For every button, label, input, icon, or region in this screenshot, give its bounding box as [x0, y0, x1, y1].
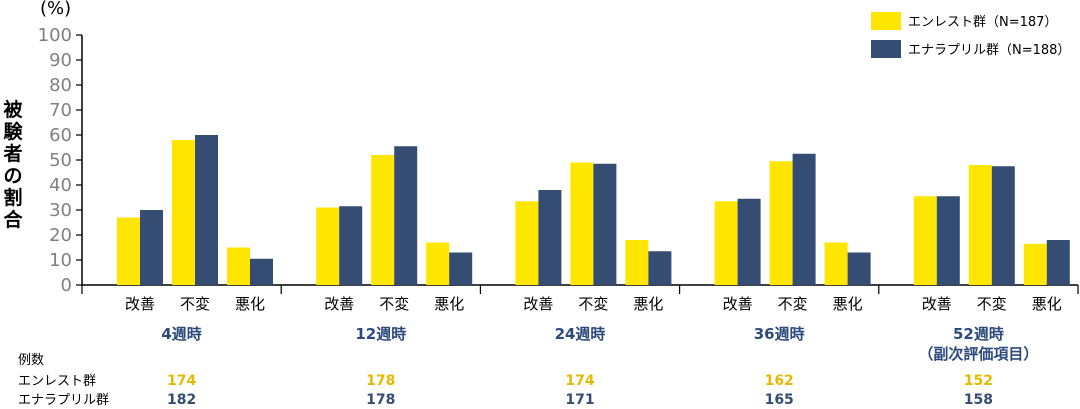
bar-entresto: [316, 207, 340, 285]
bar-entresto: [426, 242, 450, 285]
y-tick-label: 10: [49, 250, 72, 271]
bar-enalapril: [195, 135, 218, 285]
legend-swatch: [871, 12, 901, 30]
period-label: 52週時: [953, 325, 1004, 343]
period-label: 36週時: [754, 325, 805, 343]
bar-enalapril: [394, 146, 418, 285]
bar-entresto: [371, 155, 395, 285]
bar-entresto: [769, 161, 793, 285]
bar-entresto: [172, 140, 195, 285]
y-axis-title-char: 者: [3, 143, 22, 165]
counts-value: 182: [167, 392, 196, 408]
category-label: 改善: [723, 295, 753, 313]
bar-enalapril: [140, 210, 163, 285]
period-label: 4週時: [161, 325, 201, 343]
category-label: 悪化: [235, 295, 265, 313]
bar-enalapril: [737, 198, 761, 285]
category-label: 不変: [977, 295, 1007, 313]
legend-label: エンレスト群（N=187）: [908, 15, 1057, 30]
category-label: 改善: [125, 295, 155, 313]
x-axis: [81, 284, 1079, 294]
bar-entresto: [913, 196, 937, 285]
category-label: 悪化: [1032, 295, 1062, 313]
y-tick-label: 50: [49, 150, 72, 171]
bar-entresto: [570, 162, 594, 285]
bar-enalapril: [936, 196, 960, 285]
category-label: 改善: [523, 295, 553, 313]
category-label: 改善: [324, 295, 354, 313]
y-axis-title-char: の: [3, 165, 22, 187]
counts-row-label: エンレスト群: [18, 374, 96, 389]
y-axis-title-char: 割: [3, 186, 22, 209]
bar-enalapril: [648, 251, 672, 285]
counts-value: 165: [765, 392, 794, 408]
y-tick-label: 20: [49, 225, 72, 246]
bar-entresto: [1023, 243, 1047, 285]
counts-row-label: エナラプリル群: [18, 393, 109, 408]
category-label: 悪化: [633, 295, 663, 313]
y-tick-label: 70: [49, 100, 72, 121]
period-sublabel: （副次評価項目）: [918, 345, 1038, 363]
category-label: 悪化: [434, 295, 464, 313]
y-tick-label: 0: [61, 275, 72, 296]
period-label: 24週時: [555, 325, 606, 343]
bar-enalapril: [1046, 240, 1070, 285]
counts-value: 178: [366, 392, 395, 408]
y-tick-label: 60: [49, 125, 72, 146]
y-axis-title-char: 験: [3, 120, 23, 143]
y-axis: 0 10 20 30 40 50 60 70 80 90 100: [38, 25, 83, 296]
bar-enalapril: [593, 163, 617, 285]
counts-value: 174: [167, 373, 196, 389]
counts-value: 162: [765, 373, 794, 389]
legend-label: エナラプリル群（N=188）: [908, 43, 1070, 58]
category-labels: 改善 不変 悪化 改善 不変 悪化 改善 不変 悪化 改善 不変 悪化 改善 不変 悪化: [125, 295, 1062, 313]
bar-enalapril: [991, 166, 1015, 285]
bar-entresto: [515, 201, 539, 285]
bar-entresto: [625, 240, 649, 285]
legend: エンレスト群（N=187） エナラプリル群（N=188）: [871, 12, 1070, 58]
bar-entresto: [968, 165, 992, 285]
y-tick-label: 40: [49, 175, 72, 196]
category-label: 不変: [180, 295, 210, 313]
y-axis-title-char: 被: [3, 98, 22, 121]
bar-enalapril: [339, 206, 363, 285]
bar-enalapril: [449, 252, 473, 285]
bar-enalapril: [538, 190, 562, 285]
period-label: 12週時: [355, 325, 406, 343]
y-axis-title-char: 合: [3, 208, 23, 231]
bar-enalapril: [792, 153, 816, 285]
category-label: 改善: [922, 295, 952, 313]
category-label: 不変: [379, 295, 409, 313]
category-label: 不変: [778, 295, 808, 313]
y-unit-label: (%): [40, 0, 71, 19]
bar-enalapril: [250, 258, 273, 285]
category-label: 不変: [578, 295, 608, 313]
counts-value: 178: [366, 373, 395, 389]
bars: [117, 135, 1070, 285]
y-tick-label: 90: [49, 50, 72, 71]
bar-entresto: [227, 247, 250, 285]
y-tick-label: 30: [49, 200, 72, 221]
bar-entresto: [714, 201, 738, 285]
category-label: 悪化: [833, 295, 863, 313]
bar-entresto: [824, 242, 848, 285]
counts-value: 171: [565, 392, 594, 408]
legend-swatch: [871, 40, 901, 58]
bar-entresto: [117, 217, 140, 285]
y-tick-label: 100: [38, 25, 72, 46]
counts-value: 152: [964, 373, 993, 389]
period-labels: 4週時 12週時 24週時 36週時 52週時 （副次評価項目）: [161, 325, 1038, 363]
counts-title: 例数: [18, 353, 44, 368]
counts-value: 158: [964, 392, 993, 408]
bar-enalapril: [847, 252, 871, 285]
counts-value: 174: [565, 373, 594, 389]
y-tick-label: 80: [49, 75, 72, 96]
